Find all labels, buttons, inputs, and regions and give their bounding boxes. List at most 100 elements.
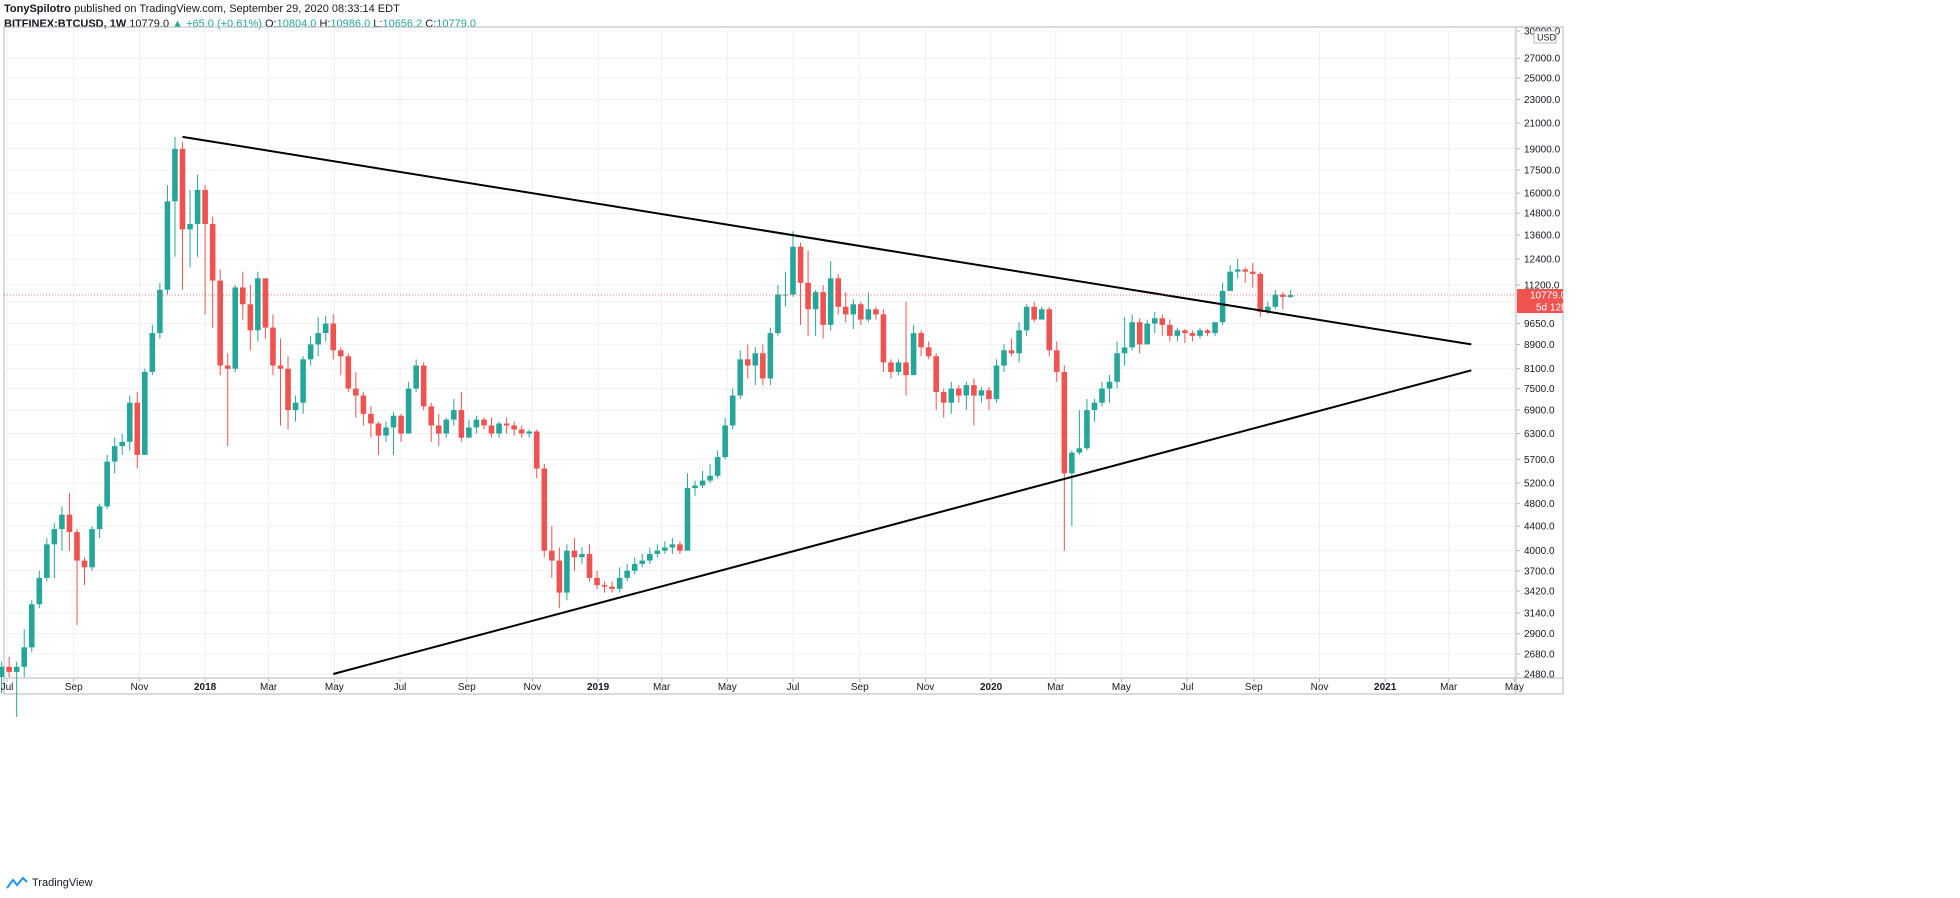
x-tick-label: Nov bbox=[917, 682, 935, 693]
y-tick-label: 3140.0 bbox=[1524, 609, 1555, 620]
candle-body bbox=[805, 282, 811, 310]
candle-body bbox=[360, 395, 367, 414]
candle-body bbox=[1212, 322, 1218, 334]
candle-body bbox=[345, 356, 352, 389]
candle-body bbox=[383, 427, 389, 436]
candle-body bbox=[624, 570, 630, 578]
candle-body bbox=[443, 419, 450, 434]
candlestick-series bbox=[0, 136, 1294, 717]
y-tick-label: 5200.0 bbox=[1524, 479, 1555, 490]
candle-body bbox=[6, 666, 12, 672]
candle-body bbox=[571, 550, 578, 558]
y-tick-label: 6900.0 bbox=[1524, 406, 1555, 417]
trendlines bbox=[182, 135, 1472, 675]
candle-body bbox=[1099, 388, 1105, 403]
y-tick-label: 5700.0 bbox=[1524, 455, 1555, 466]
x-tick-label: Mar bbox=[653, 682, 671, 693]
candle-body bbox=[202, 189, 208, 224]
candle-body bbox=[895, 362, 902, 372]
candle-body bbox=[526, 431, 532, 434]
candle-body bbox=[194, 189, 201, 224]
y-tick-label: 8100.0 bbox=[1524, 364, 1555, 375]
currency-badge bbox=[1533, 30, 1557, 44]
candle-body bbox=[662, 547, 668, 551]
y-tick-label: 16000.0 bbox=[1524, 189, 1561, 200]
candle-body bbox=[473, 419, 480, 428]
y-tick-label: 2900.0 bbox=[1524, 629, 1555, 640]
candle-body bbox=[888, 362, 894, 372]
candle-body bbox=[760, 353, 766, 379]
tradingview-logo-icon[interactable] bbox=[6, 876, 28, 890]
last-price-label: 10779.0 bbox=[1530, 291, 1567, 302]
candle-body bbox=[292, 402, 299, 411]
candle-body bbox=[541, 468, 548, 551]
candle-body bbox=[1046, 309, 1053, 351]
open-label: O: bbox=[264, 18, 277, 30]
candle-body bbox=[609, 586, 615, 589]
candle-body bbox=[714, 457, 721, 476]
candle-body bbox=[1091, 402, 1098, 411]
candle-body bbox=[28, 604, 35, 648]
candle-body bbox=[971, 385, 977, 396]
candle-body bbox=[797, 246, 804, 283]
candle-body bbox=[1204, 330, 1211, 334]
candle-body bbox=[217, 280, 223, 366]
x-tick-label: Nov bbox=[524, 682, 542, 693]
y-tick-label: 2480.0 bbox=[1524, 670, 1555, 681]
candle-body bbox=[0, 666, 5, 678]
candle-body bbox=[1129, 322, 1135, 348]
candle-body bbox=[903, 362, 909, 376]
candle-body bbox=[963, 385, 970, 396]
candle-body bbox=[782, 294, 789, 296]
candle-body bbox=[533, 431, 540, 469]
candle-body bbox=[549, 550, 555, 561]
candle-body bbox=[466, 427, 472, 438]
y-tick-label: 27000.0 bbox=[1524, 54, 1561, 65]
trendline-lower bbox=[332, 369, 1472, 675]
candle-body bbox=[44, 544, 50, 578]
y-tick-label: 11200.0 bbox=[1524, 281, 1560, 292]
x-tick-label: Jul bbox=[787, 682, 800, 693]
candle-body bbox=[790, 246, 796, 295]
candle-body bbox=[812, 292, 819, 310]
candle-body bbox=[677, 544, 683, 551]
candle-body bbox=[1031, 306, 1037, 320]
candle-body bbox=[1016, 330, 1022, 354]
candle-body bbox=[842, 306, 849, 315]
candle-body bbox=[322, 323, 329, 334]
candle-body bbox=[956, 388, 962, 396]
trendline-upper bbox=[182, 135, 1472, 346]
candle-body bbox=[428, 406, 435, 426]
candle-body bbox=[616, 577, 623, 589]
y-tick-label: 8900.0 bbox=[1524, 340, 1555, 351]
publish-line: TonySpilotro published on TradingView.co… bbox=[4, 2, 476, 17]
candle-body bbox=[224, 365, 231, 369]
y-tick-label: 4000.0 bbox=[1524, 546, 1555, 557]
candle-body bbox=[149, 333, 156, 372]
candle-body bbox=[601, 585, 608, 587]
candle-body bbox=[1144, 323, 1151, 345]
candle-body bbox=[1008, 350, 1015, 354]
footer-brand[interactable]: TradingView bbox=[32, 877, 93, 889]
candle-body bbox=[1121, 347, 1128, 354]
candle-body bbox=[986, 390, 992, 400]
candle-body bbox=[631, 563, 638, 571]
x-tick-label: May bbox=[1112, 682, 1131, 693]
candle-body bbox=[873, 309, 879, 315]
candle-body bbox=[285, 368, 291, 411]
candle-body bbox=[654, 550, 661, 554]
x-tick-label: 2018 bbox=[194, 682, 217, 693]
candle-body bbox=[232, 287, 239, 369]
author-name[interactable]: TonySpilotro bbox=[4, 3, 72, 15]
candle-body bbox=[503, 423, 510, 426]
candle-body bbox=[96, 506, 103, 530]
candle-body bbox=[435, 425, 442, 434]
candle-body bbox=[1234, 269, 1241, 272]
candle-body bbox=[1265, 306, 1271, 312]
candle-body bbox=[880, 314, 887, 363]
candle-body bbox=[315, 333, 321, 345]
axes: 2480.0 2680.0 2900.0 3140.0 3420.0 3700.0 4000… bbox=[1, 27, 1567, 694]
candle-body bbox=[1084, 410, 1090, 449]
candle-body bbox=[390, 415, 397, 428]
